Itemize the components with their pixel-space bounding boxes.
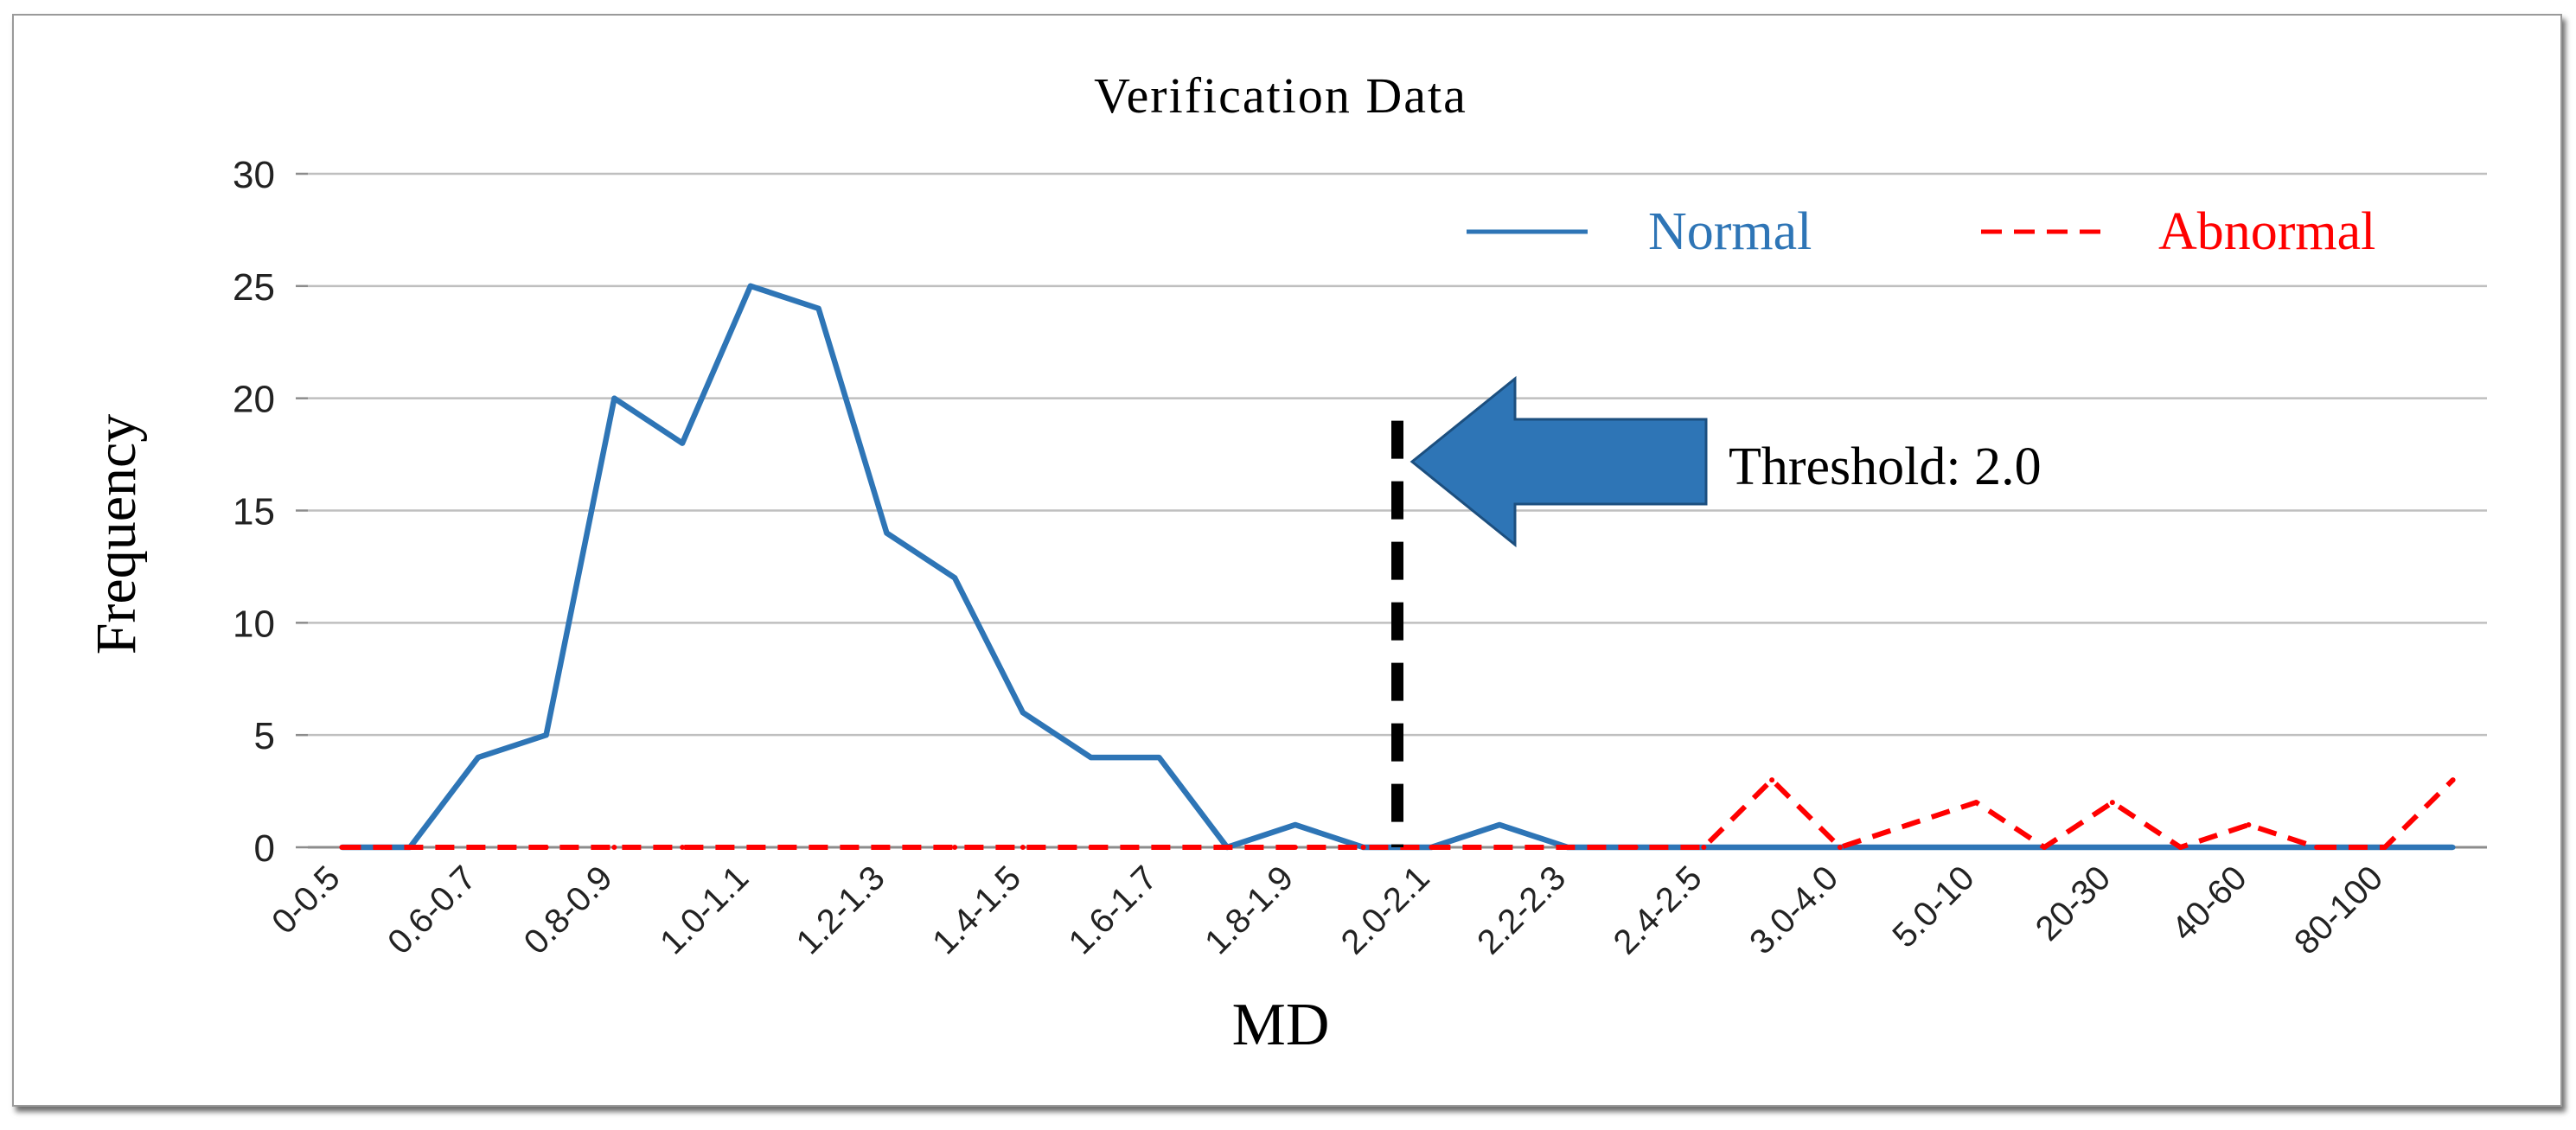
data-point — [2381, 845, 2387, 850]
legend: Normal Abnormal — [1467, 202, 2375, 261]
data-point — [2109, 800, 2115, 806]
threshold-layer: Threshold: 2.0 — [1391, 375, 2042, 847]
x-tick-label: 5.0-10 — [1885, 859, 1981, 954]
y-axis-ticks: 0 5 10 15 20 25 30 — [233, 154, 308, 870]
x-tick-label: 1.2-1.3 — [789, 859, 892, 961]
legend-label: Normal — [1648, 202, 1812, 261]
data-point — [1429, 845, 1435, 850]
x-tick-label: 1.0-1.1 — [653, 859, 756, 961]
y-tick-label: 25 — [233, 266, 275, 309]
x-tick-label: 20-30 — [2029, 859, 2118, 948]
y-axis-label: Frequency — [85, 414, 148, 655]
legend-label: Abnormal — [2158, 202, 2375, 261]
data-point — [2177, 845, 2183, 850]
data-point — [1769, 845, 1775, 850]
data-point — [475, 845, 481, 850]
data-point — [1973, 800, 1979, 806]
data-point — [815, 305, 821, 311]
y-tick-label: 30 — [233, 154, 275, 196]
data-point — [1156, 755, 1162, 761]
data-point — [1497, 845, 1503, 850]
data-point — [1292, 822, 1298, 828]
data-point — [2450, 845, 2456, 850]
data-point — [543, 732, 549, 738]
data-point — [1497, 822, 1503, 828]
data-point — [1088, 845, 1094, 850]
x-axis-ticks: 0-0.5 0.6-0.7 0.8-0.9 1.0-1.1 1.2-1.3 1.4-1.5… — [265, 859, 2390, 961]
data-point — [952, 575, 958, 581]
data-point — [1292, 845, 1298, 850]
data-point — [1905, 845, 1911, 850]
data-point — [1973, 845, 1979, 850]
y-tick-label: 15 — [233, 491, 275, 533]
data-point — [1224, 845, 1230, 850]
x-tick-label: 2.0-2.1 — [1334, 859, 1437, 961]
data-point — [543, 845, 549, 850]
data-point — [2042, 845, 2048, 850]
data-point — [815, 845, 821, 850]
x-tick-label: 0-0.5 — [265, 859, 348, 942]
chart: Verification Data 0 5 10 15 20 25 30 0-0.5 0.6-… — [85, 67, 2487, 1058]
data-point — [1360, 845, 1366, 850]
y-tick-label: 20 — [233, 379, 275, 421]
data-point — [747, 845, 753, 850]
data-point — [952, 845, 958, 850]
y-tick-label: 5 — [254, 715, 275, 757]
x-tick-label: 2.2-2.3 — [1470, 859, 1573, 961]
data-point — [1156, 845, 1162, 850]
data-point — [611, 845, 617, 850]
data-point — [2246, 822, 2252, 828]
data-point — [884, 845, 890, 850]
x-tick-label: 1.4-1.5 — [925, 859, 1028, 961]
x-tick-label: 1.8-1.9 — [1198, 859, 1301, 961]
x-tick-label: 0.8-0.9 — [517, 859, 620, 961]
y-tick-label: 10 — [233, 603, 275, 645]
data-point — [1020, 710, 1026, 716]
data-point — [475, 755, 481, 761]
y-tick-label: 0 — [254, 827, 275, 870]
x-tick-label: 1.6-1.7 — [1062, 859, 1165, 961]
x-tick-label: 80-100 — [2287, 859, 2390, 961]
data-point — [1633, 845, 1639, 850]
data-point — [680, 440, 686, 446]
x-tick-label: 3.0-4.0 — [1742, 859, 1845, 961]
data-point — [1701, 845, 1707, 850]
data-point — [2314, 845, 2320, 850]
series-line — [342, 777, 2455, 850]
x-tick-label: 40-60 — [2164, 859, 2253, 948]
series-abnormal — [339, 777, 2456, 850]
data-point — [339, 845, 345, 850]
data-point — [747, 283, 753, 289]
threshold-arrow — [1409, 375, 1708, 548]
data-point — [1837, 845, 1843, 850]
x-axis-label: MD — [1232, 992, 1330, 1058]
data-point — [611, 395, 617, 401]
data-point — [1020, 845, 1026, 850]
chart-frame: Verification Data 0 5 10 15 20 25 30 0-0.5 0.6-… — [12, 14, 2562, 1107]
data-point — [407, 845, 413, 850]
data-point — [1564, 845, 1570, 850]
data-point — [1905, 822, 1911, 828]
data-point — [1088, 755, 1094, 761]
threshold-label: Threshold: 2.0 — [1729, 437, 2042, 496]
x-tick-label: 2.4-2.5 — [1607, 859, 1710, 961]
chart-title: Verification Data — [1094, 67, 1467, 124]
data-point — [1769, 777, 1775, 783]
data-point — [884, 530, 890, 536]
data-point — [680, 845, 686, 850]
data-point — [2109, 845, 2115, 850]
data-point — [2450, 777, 2456, 783]
data-point — [2246, 845, 2252, 850]
x-tick-label: 0.6-0.7 — [380, 859, 483, 961]
